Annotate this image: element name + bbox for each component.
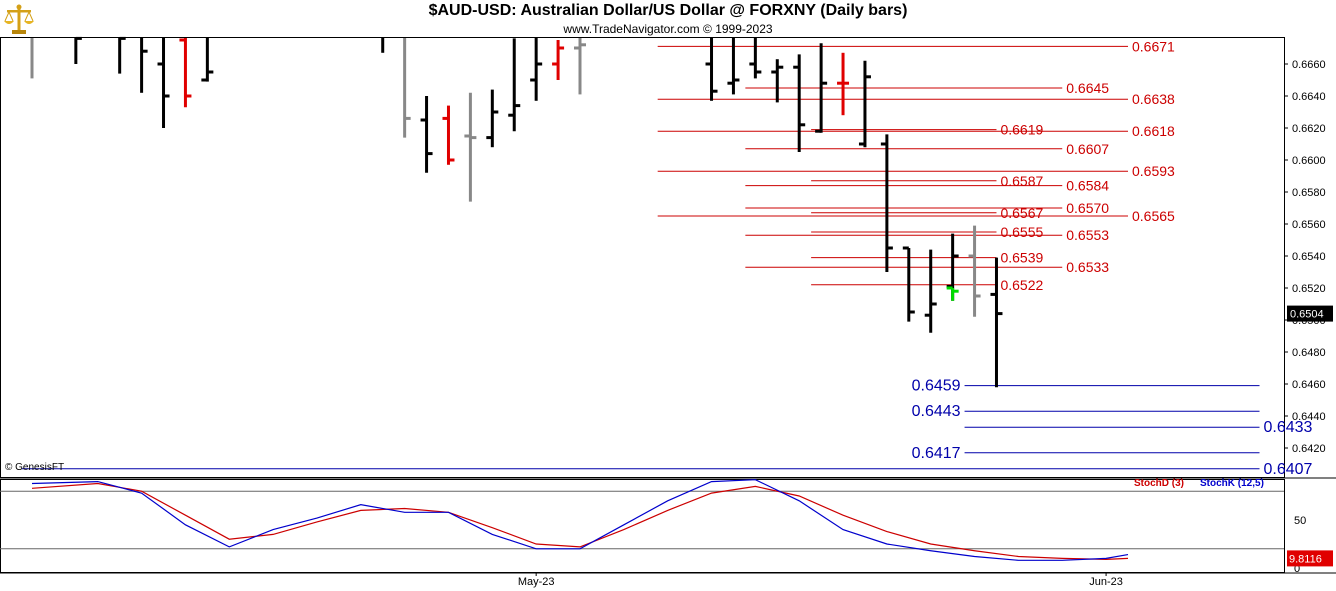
- y-tick-label: 0.6460: [1292, 379, 1326, 391]
- level-label: 0.6553: [1066, 227, 1109, 243]
- y-tick-label: 0.6620: [1292, 123, 1326, 135]
- y-tick-label: 0.6560: [1292, 219, 1326, 231]
- y-tick-label: 0.6660: [1292, 59, 1326, 71]
- stoch-value-label: 9.8116: [1289, 553, 1322, 565]
- level-label: 0.6555: [1000, 224, 1043, 240]
- level-label: 0.6522: [1000, 277, 1043, 293]
- level-label: 0.6459: [912, 378, 961, 395]
- stoch-d-legend: StochD (3): [1134, 478, 1184, 489]
- level-label: 0.6618: [1132, 123, 1175, 139]
- gold-scales-logo-icon: [4, 4, 34, 34]
- level-label: 0.6407: [1264, 461, 1313, 478]
- level-label: 0.6443: [912, 403, 961, 420]
- level-label: 0.6584: [1066, 178, 1109, 194]
- level-label: 0.6607: [1066, 141, 1109, 157]
- stoch-tick-label: 50: [1294, 515, 1306, 527]
- y-tick-label: 0.6580: [1292, 187, 1326, 199]
- y-tick-label: 0.6440: [1292, 411, 1326, 423]
- y-tick-label: 0.6420: [1292, 443, 1326, 455]
- level-label: 0.6645: [1066, 80, 1109, 96]
- x-tick-label: May-23: [518, 576, 555, 588]
- current-price-label: 0.6504: [1290, 309, 1324, 321]
- current-price-tag: [1287, 305, 1333, 322]
- y-tick-label: 0.6480: [1292, 347, 1326, 359]
- level-label: 0.6638: [1132, 91, 1175, 107]
- y-tick-label: 0.6540: [1292, 251, 1326, 263]
- y-tick-label: 0.6520: [1292, 283, 1326, 295]
- level-label: 0.6417: [912, 445, 961, 462]
- level-label: 0.6570: [1066, 200, 1109, 216]
- level-label: 0.6567: [1000, 205, 1043, 221]
- level-label: 0.6433: [1264, 419, 1313, 436]
- x-tick-label: Jun-23: [1089, 576, 1123, 588]
- level-label: 0.6565: [1132, 208, 1175, 224]
- level-label: 0.6587: [1000, 173, 1043, 189]
- watermark: © GenesisFT: [5, 462, 65, 473]
- stoch-series-line: [31, 482, 1129, 560]
- level-label: 0.6671: [1132, 38, 1175, 54]
- y-tick-label: 0.6600: [1292, 155, 1326, 167]
- level-label: 0.6593: [1132, 163, 1175, 179]
- stoch-value-tag: [1287, 550, 1333, 567]
- level-label: 0.6619: [1000, 122, 1043, 138]
- stoch-tick-label: 0: [1294, 563, 1300, 575]
- chart-title: $AUD-USD: Australian Dollar/US Dollar @ …: [428, 2, 908, 19]
- level-label: 0.6533: [1066, 259, 1109, 275]
- level-label: 0.6539: [1000, 250, 1043, 266]
- y-tick-label: 0.6640: [1292, 91, 1326, 103]
- chart-subtitle: www.TradeNavigator.com © 1999-2023: [563, 22, 773, 36]
- stoch-k-legend: StochK (12,5): [1200, 478, 1264, 489]
- stoch-series-line: [31, 479, 1129, 561]
